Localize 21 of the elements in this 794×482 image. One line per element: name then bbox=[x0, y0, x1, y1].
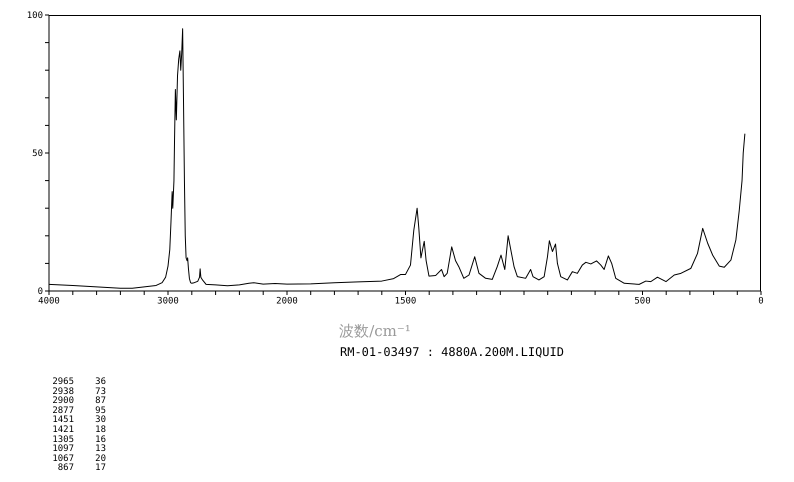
y-tick-label: 100 bbox=[26, 11, 43, 22]
text: 2938 73 bbox=[52, 386, 106, 397]
text: 1067 20 bbox=[52, 454, 106, 464]
x-tick-label: 1500 bbox=[394, 296, 416, 306]
text: 1097 13 bbox=[52, 444, 106, 454]
x-tick-label: 500 bbox=[634, 296, 651, 306]
x-tick-label: 4000 bbox=[38, 296, 60, 306]
text: 2877 95 bbox=[52, 406, 106, 416]
x-tick-label: 2000 bbox=[276, 296, 298, 306]
text: 867 17 bbox=[58, 463, 106, 474]
y-tick-label: 0 bbox=[38, 287, 43, 298]
x-axis-title: 波数/cm⁻¹ bbox=[338, 322, 412, 341]
text: 2965 36 bbox=[52, 377, 106, 387]
text: 2900 87 bbox=[52, 396, 106, 406]
x-tick-label: 0 bbox=[758, 296, 764, 306]
text: 1451 30 bbox=[52, 415, 106, 426]
text: RM-01-03497 : 4880A.200M.LIQUID bbox=[340, 345, 564, 359]
y-tick-label: 50 bbox=[32, 149, 43, 160]
x-tick-label: 3000 bbox=[157, 296, 179, 306]
text: 1305 16 bbox=[52, 434, 106, 445]
text: 1421 18 bbox=[52, 424, 106, 435]
